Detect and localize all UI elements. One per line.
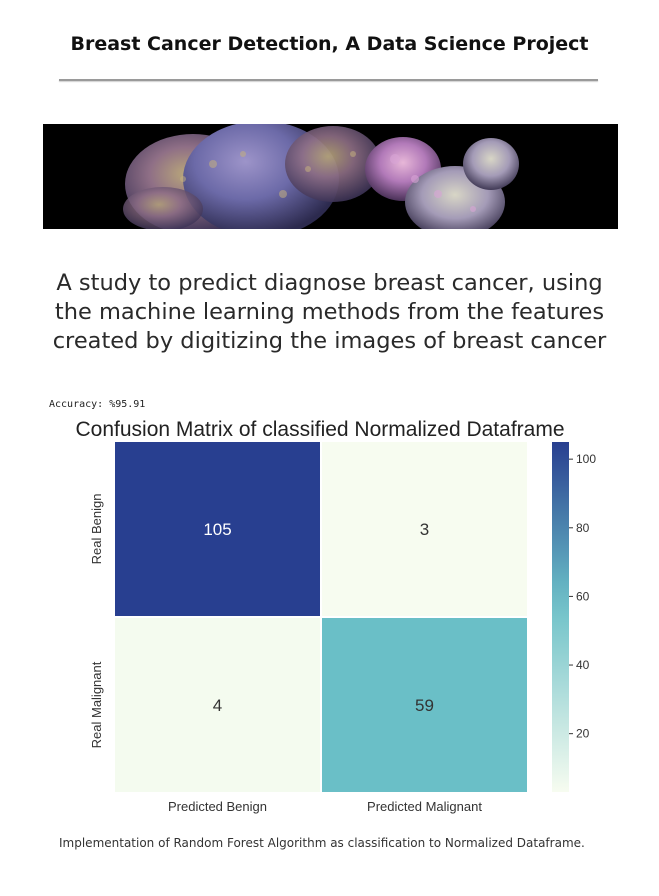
column-label: Predicted Malignant <box>367 799 482 814</box>
figure-caption: Implementation of Random Forest Algorith… <box>59 836 585 850</box>
banner-image <box>43 124 618 229</box>
colorbar-tick-label: 20 <box>576 727 590 741</box>
confusion-matrix-chart: Confusion Matrix of classified Normalize… <box>75 418 596 814</box>
accuracy-readout: Accuracy: %95.91 <box>49 399 146 410</box>
cell-value-label: 4 <box>213 696 222 715</box>
colorbar <box>552 442 569 792</box>
colorbar-tick-label: 40 <box>576 658 590 672</box>
column-label: Predicted Benign <box>168 799 267 814</box>
subtitle-line: the machine learning methods from the fe… <box>54 299 605 325</box>
title-divider <box>59 79 598 81</box>
cell-value-label: 105 <box>203 520 231 539</box>
colorbar-tick-label: 80 <box>576 521 590 535</box>
subtitle-line: A study to predict diagnose breast cance… <box>56 270 603 296</box>
subtitle-line: created by digitizing the images of brea… <box>52 328 607 354</box>
cell-value-label: 3 <box>420 520 429 539</box>
row-label: Real Benign <box>89 494 104 565</box>
heatmap-cell <box>115 442 320 616</box>
subtitle: A study to predict diagnose breast cance… <box>40 269 619 356</box>
page-title: Breast Cancer Detection, A Data Science … <box>70 33 589 55</box>
cancer-cell-microscopy-image <box>43 124 618 229</box>
heatmap-cell <box>115 618 320 792</box>
row-label: Real Malignant <box>89 661 104 748</box>
heatmap-cell <box>322 442 527 616</box>
colorbar-tick-label: 100 <box>576 452 596 466</box>
chart-title: Confusion Matrix of classified Normalize… <box>75 418 564 441</box>
heatmap-cell <box>322 618 527 792</box>
colorbar-tick-label: 60 <box>576 589 590 603</box>
cell-value-label: 59 <box>415 696 434 715</box>
